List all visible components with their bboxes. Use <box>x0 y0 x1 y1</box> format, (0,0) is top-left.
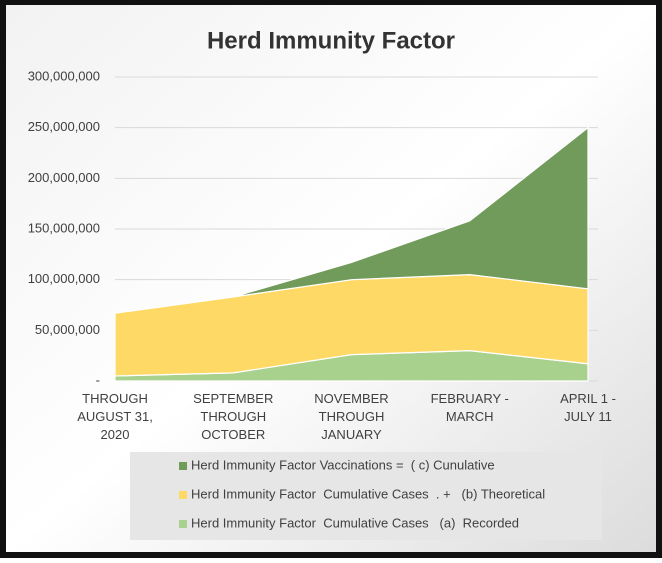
x-tick-label: SEPTEMBER THROUGH OCTOBER <box>193 391 273 442</box>
area <box>114 126 589 314</box>
x-tick-line: JANUARY <box>321 427 382 442</box>
x-tick-line: THROUGH <box>319 409 385 424</box>
x-tick-line: SEPTEMBER <box>193 391 273 406</box>
x-tick-label: APRIL 1 - JULY 11 <box>560 391 616 424</box>
chart-title: Herd Immunity Factor <box>207 27 455 54</box>
legend-box <box>130 452 602 540</box>
x-tick-line: APRIL 1 - <box>560 391 616 406</box>
x-tick-line: JULY 11 <box>564 409 612 424</box>
x-tick-label: FEBRUARY - MARCH <box>431 391 509 424</box>
legend-label: Herd Immunity Factor Cumulative Cases . … <box>191 486 545 501</box>
legend-swatch <box>179 491 187 499</box>
x-tick-line: THROUGH <box>82 391 148 406</box>
x-tick-line: MARCH <box>446 409 494 424</box>
x-tick-line: 2020 <box>101 427 130 442</box>
x-tick-label: NOVEMBER THROUGH JANUARY <box>314 391 388 442</box>
legend-swatch <box>179 462 187 470</box>
legend-swatch <box>179 520 187 528</box>
x-tick-label: THROUGH AUGUST 31, 2020 <box>77 391 153 442</box>
x-tick-line: OCTOBER <box>201 427 265 442</box>
legend-label: Herd Immunity Factor Cumulative Cases (a… <box>191 515 519 530</box>
y-tick-label: 250,000,000 <box>28 119 100 134</box>
y-tick-label: 150,000,000 <box>28 220 100 235</box>
y-tick-label: - <box>96 372 100 387</box>
y-tick-label: 100,000,000 <box>28 271 100 286</box>
x-tick-line: NOVEMBER <box>314 391 388 406</box>
x-tick-line: FEBRUARY - <box>431 391 509 406</box>
x-tick-line: AUGUST 31, <box>77 409 153 424</box>
legend-label: Herd Immunity Factor Vaccinations = ( c)… <box>191 457 495 472</box>
x-tick-line: THROUGH <box>200 409 266 424</box>
y-tick-label: 50,000,000 <box>35 322 100 337</box>
y-tick-label: 200,000,000 <box>28 170 100 185</box>
y-tick-label: 300,000,000 <box>28 68 100 83</box>
